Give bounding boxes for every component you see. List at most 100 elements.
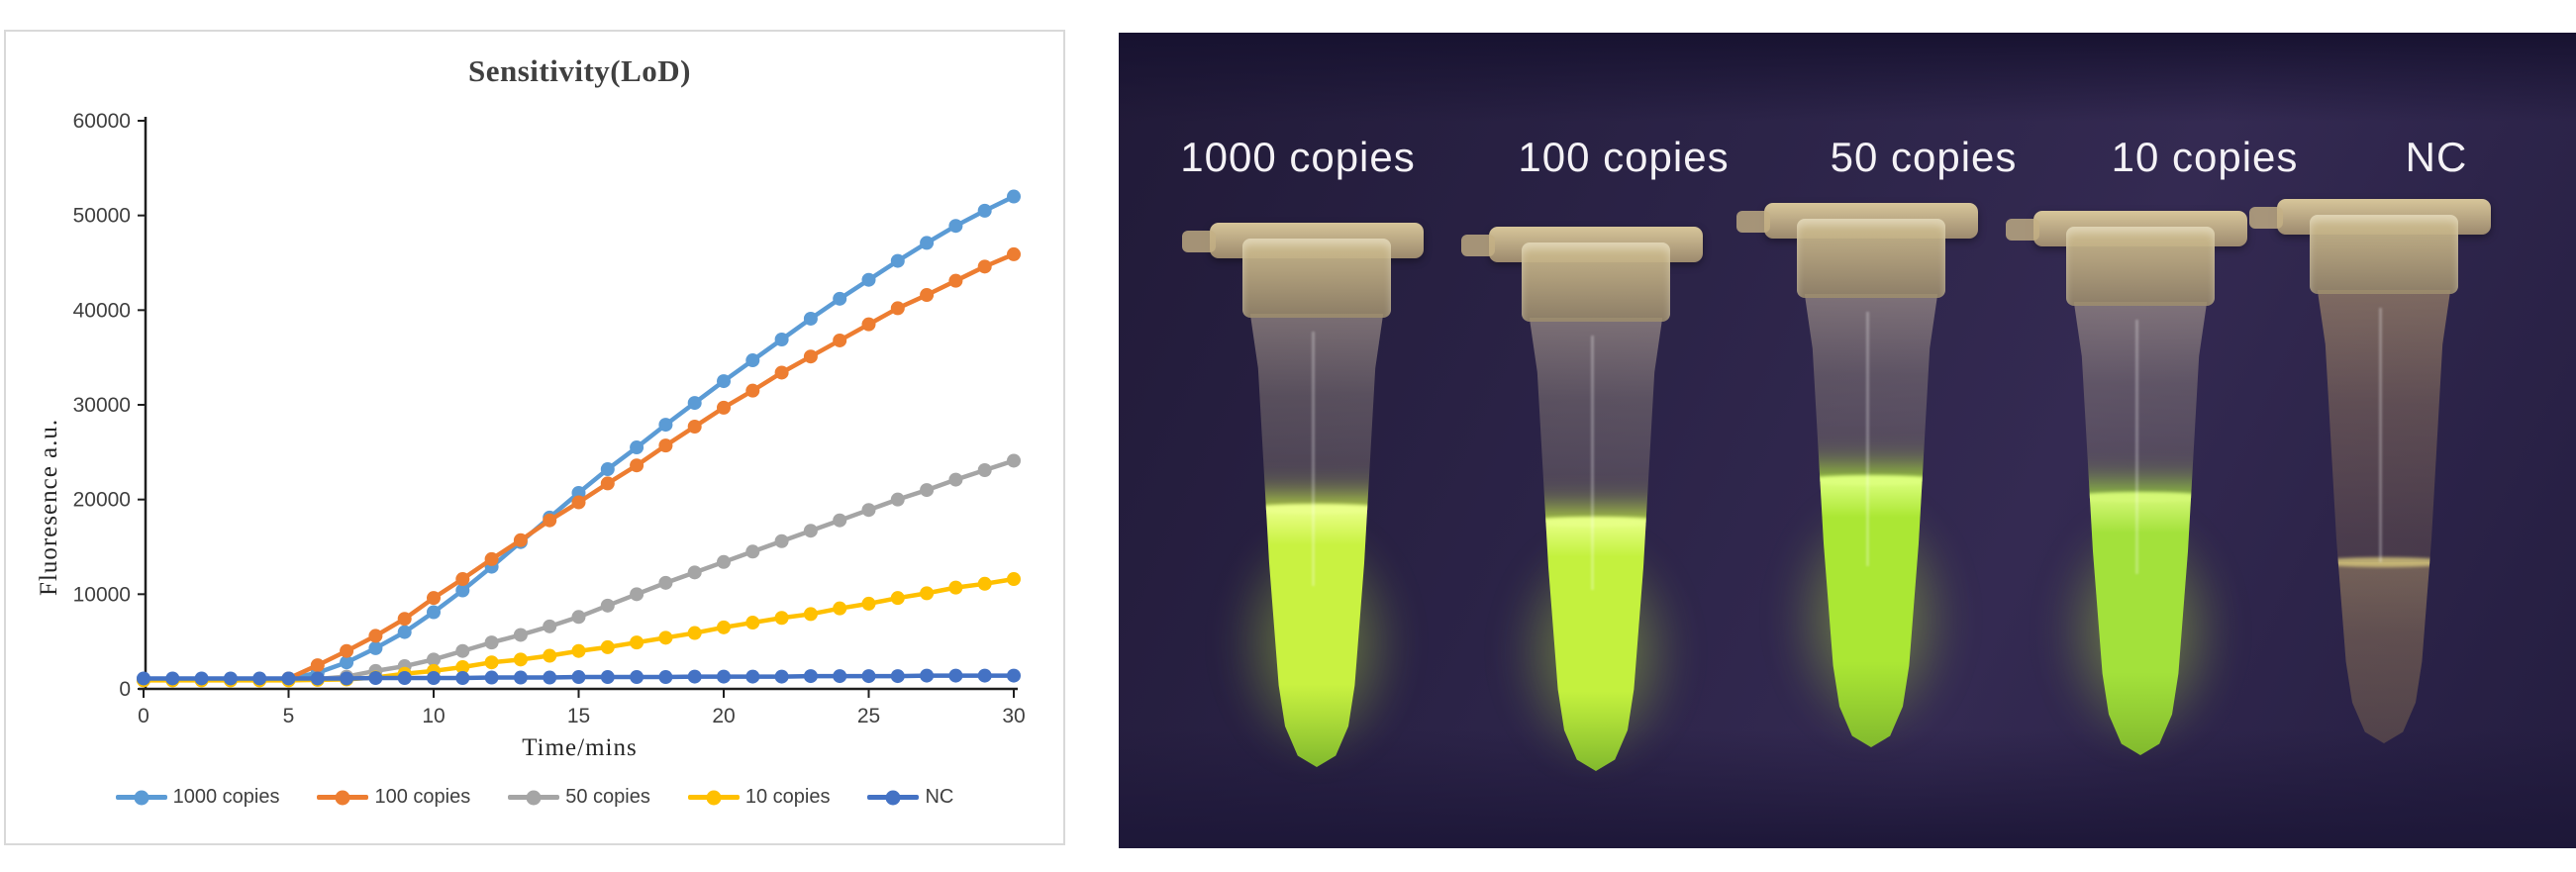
data-point bbox=[513, 652, 528, 667]
y-tick-label: 60000 bbox=[73, 110, 131, 133]
data-point bbox=[861, 272, 876, 287]
data-point bbox=[803, 311, 818, 326]
legend-marker-icon bbox=[867, 790, 920, 805]
data-point bbox=[455, 659, 470, 674]
data-point bbox=[861, 503, 876, 518]
legend-dot-icon bbox=[335, 790, 350, 805]
data-point bbox=[571, 610, 586, 625]
data-point bbox=[397, 670, 412, 685]
y-tick-label: 40000 bbox=[73, 299, 131, 322]
data-point bbox=[687, 626, 702, 640]
tube-highlight-streak bbox=[1866, 312, 1870, 566]
data-point bbox=[833, 601, 847, 616]
data-point bbox=[803, 669, 818, 684]
data-point bbox=[920, 483, 935, 498]
legend-dot-icon bbox=[706, 790, 722, 805]
legend-dot-icon bbox=[885, 790, 901, 805]
data-point bbox=[427, 591, 441, 606]
data-point bbox=[658, 670, 673, 685]
tube-label-10-copies: 10 copies bbox=[2111, 134, 2299, 180]
data-point bbox=[948, 219, 963, 234]
data-point bbox=[833, 333, 847, 347]
data-point bbox=[687, 420, 702, 435]
meniscus-line bbox=[1529, 517, 1663, 528]
data-point bbox=[687, 396, 702, 411]
data-point bbox=[745, 669, 760, 684]
data-point bbox=[600, 639, 615, 654]
y-axis-title: Fluoresence a.u. bbox=[36, 418, 62, 596]
data-point bbox=[658, 575, 673, 590]
y-tick-label: 50000 bbox=[73, 205, 131, 228]
data-point bbox=[1007, 668, 1021, 683]
data-point bbox=[890, 301, 905, 316]
tube-highlight-streak bbox=[2379, 308, 2383, 562]
data-point bbox=[687, 669, 702, 684]
data-point bbox=[543, 648, 557, 663]
data-point bbox=[252, 671, 267, 686]
x-tick-label: 20 bbox=[712, 705, 735, 727]
tube-highlight-streak bbox=[1312, 332, 1316, 586]
tube-cap bbox=[1522, 242, 1670, 322]
y-tick-label: 10000 bbox=[73, 583, 131, 606]
data-point bbox=[920, 586, 935, 601]
data-point bbox=[223, 671, 238, 686]
data-point bbox=[861, 669, 876, 684]
data-point bbox=[571, 485, 586, 500]
data-point bbox=[630, 587, 644, 602]
data-point bbox=[310, 658, 325, 673]
meniscus-line bbox=[1249, 503, 1384, 514]
data-point bbox=[977, 203, 992, 218]
data-point bbox=[948, 273, 963, 288]
data-point bbox=[397, 612, 412, 627]
data-point bbox=[543, 670, 557, 685]
data-point bbox=[890, 492, 905, 507]
data-point bbox=[658, 438, 673, 453]
data-point bbox=[745, 353, 760, 368]
data-point bbox=[137, 671, 150, 686]
data-point bbox=[745, 616, 760, 630]
data-point bbox=[630, 635, 644, 650]
x-tick-label: 10 bbox=[422, 705, 445, 727]
legend-marker-icon bbox=[508, 790, 560, 805]
data-point bbox=[977, 463, 992, 478]
data-point bbox=[340, 655, 354, 670]
tube-cap bbox=[1797, 219, 1945, 298]
microtube-10-copies bbox=[2006, 211, 2264, 800]
data-point bbox=[920, 668, 935, 683]
legend-label: 100 copies bbox=[374, 786, 471, 808]
x-axis-title: Time/mins bbox=[522, 734, 638, 761]
legend-label: 50 copies bbox=[565, 786, 650, 808]
legend-label: NC bbox=[925, 786, 954, 808]
microtube-1000-copies bbox=[1182, 223, 1440, 812]
chart-plot-area: 0 10000 20000 30000 40000 50000 60000 0 5 10 15 20 2… bbox=[73, 110, 1026, 727]
data-point bbox=[1007, 453, 1021, 468]
data-point bbox=[630, 670, 644, 685]
tube-highlight-streak bbox=[2135, 320, 2139, 574]
tube-cap bbox=[2066, 227, 2215, 306]
data-point bbox=[630, 440, 644, 455]
legend-item-1000-copies: 1000 copies bbox=[115, 786, 279, 809]
data-point bbox=[543, 513, 557, 528]
chart-legend: 1000 copies 100 copies 50 copies 10 copies N… bbox=[6, 786, 1063, 809]
x-tick-label: 25 bbox=[857, 705, 880, 727]
data-point bbox=[455, 572, 470, 587]
data-point bbox=[340, 643, 354, 658]
uv-tube-photo-panel: 1000 copies 100 copies 50 copies 10 copies N… bbox=[1119, 33, 2576, 848]
data-point bbox=[281, 671, 296, 686]
data-point bbox=[513, 628, 528, 642]
data-point bbox=[571, 670, 586, 685]
data-point bbox=[977, 259, 992, 274]
data-point bbox=[368, 640, 383, 655]
meniscus-line bbox=[2317, 556, 2451, 567]
data-point bbox=[571, 643, 586, 658]
legend-label: 10 copies bbox=[744, 786, 831, 808]
data-point bbox=[484, 551, 499, 566]
meniscus-line bbox=[1804, 474, 1938, 485]
data-point bbox=[1007, 189, 1021, 204]
data-point bbox=[455, 643, 470, 658]
legend-marker-icon bbox=[115, 790, 167, 805]
tube-highlight-streak bbox=[1591, 336, 1595, 590]
data-point bbox=[1007, 572, 1021, 587]
data-point bbox=[890, 253, 905, 268]
